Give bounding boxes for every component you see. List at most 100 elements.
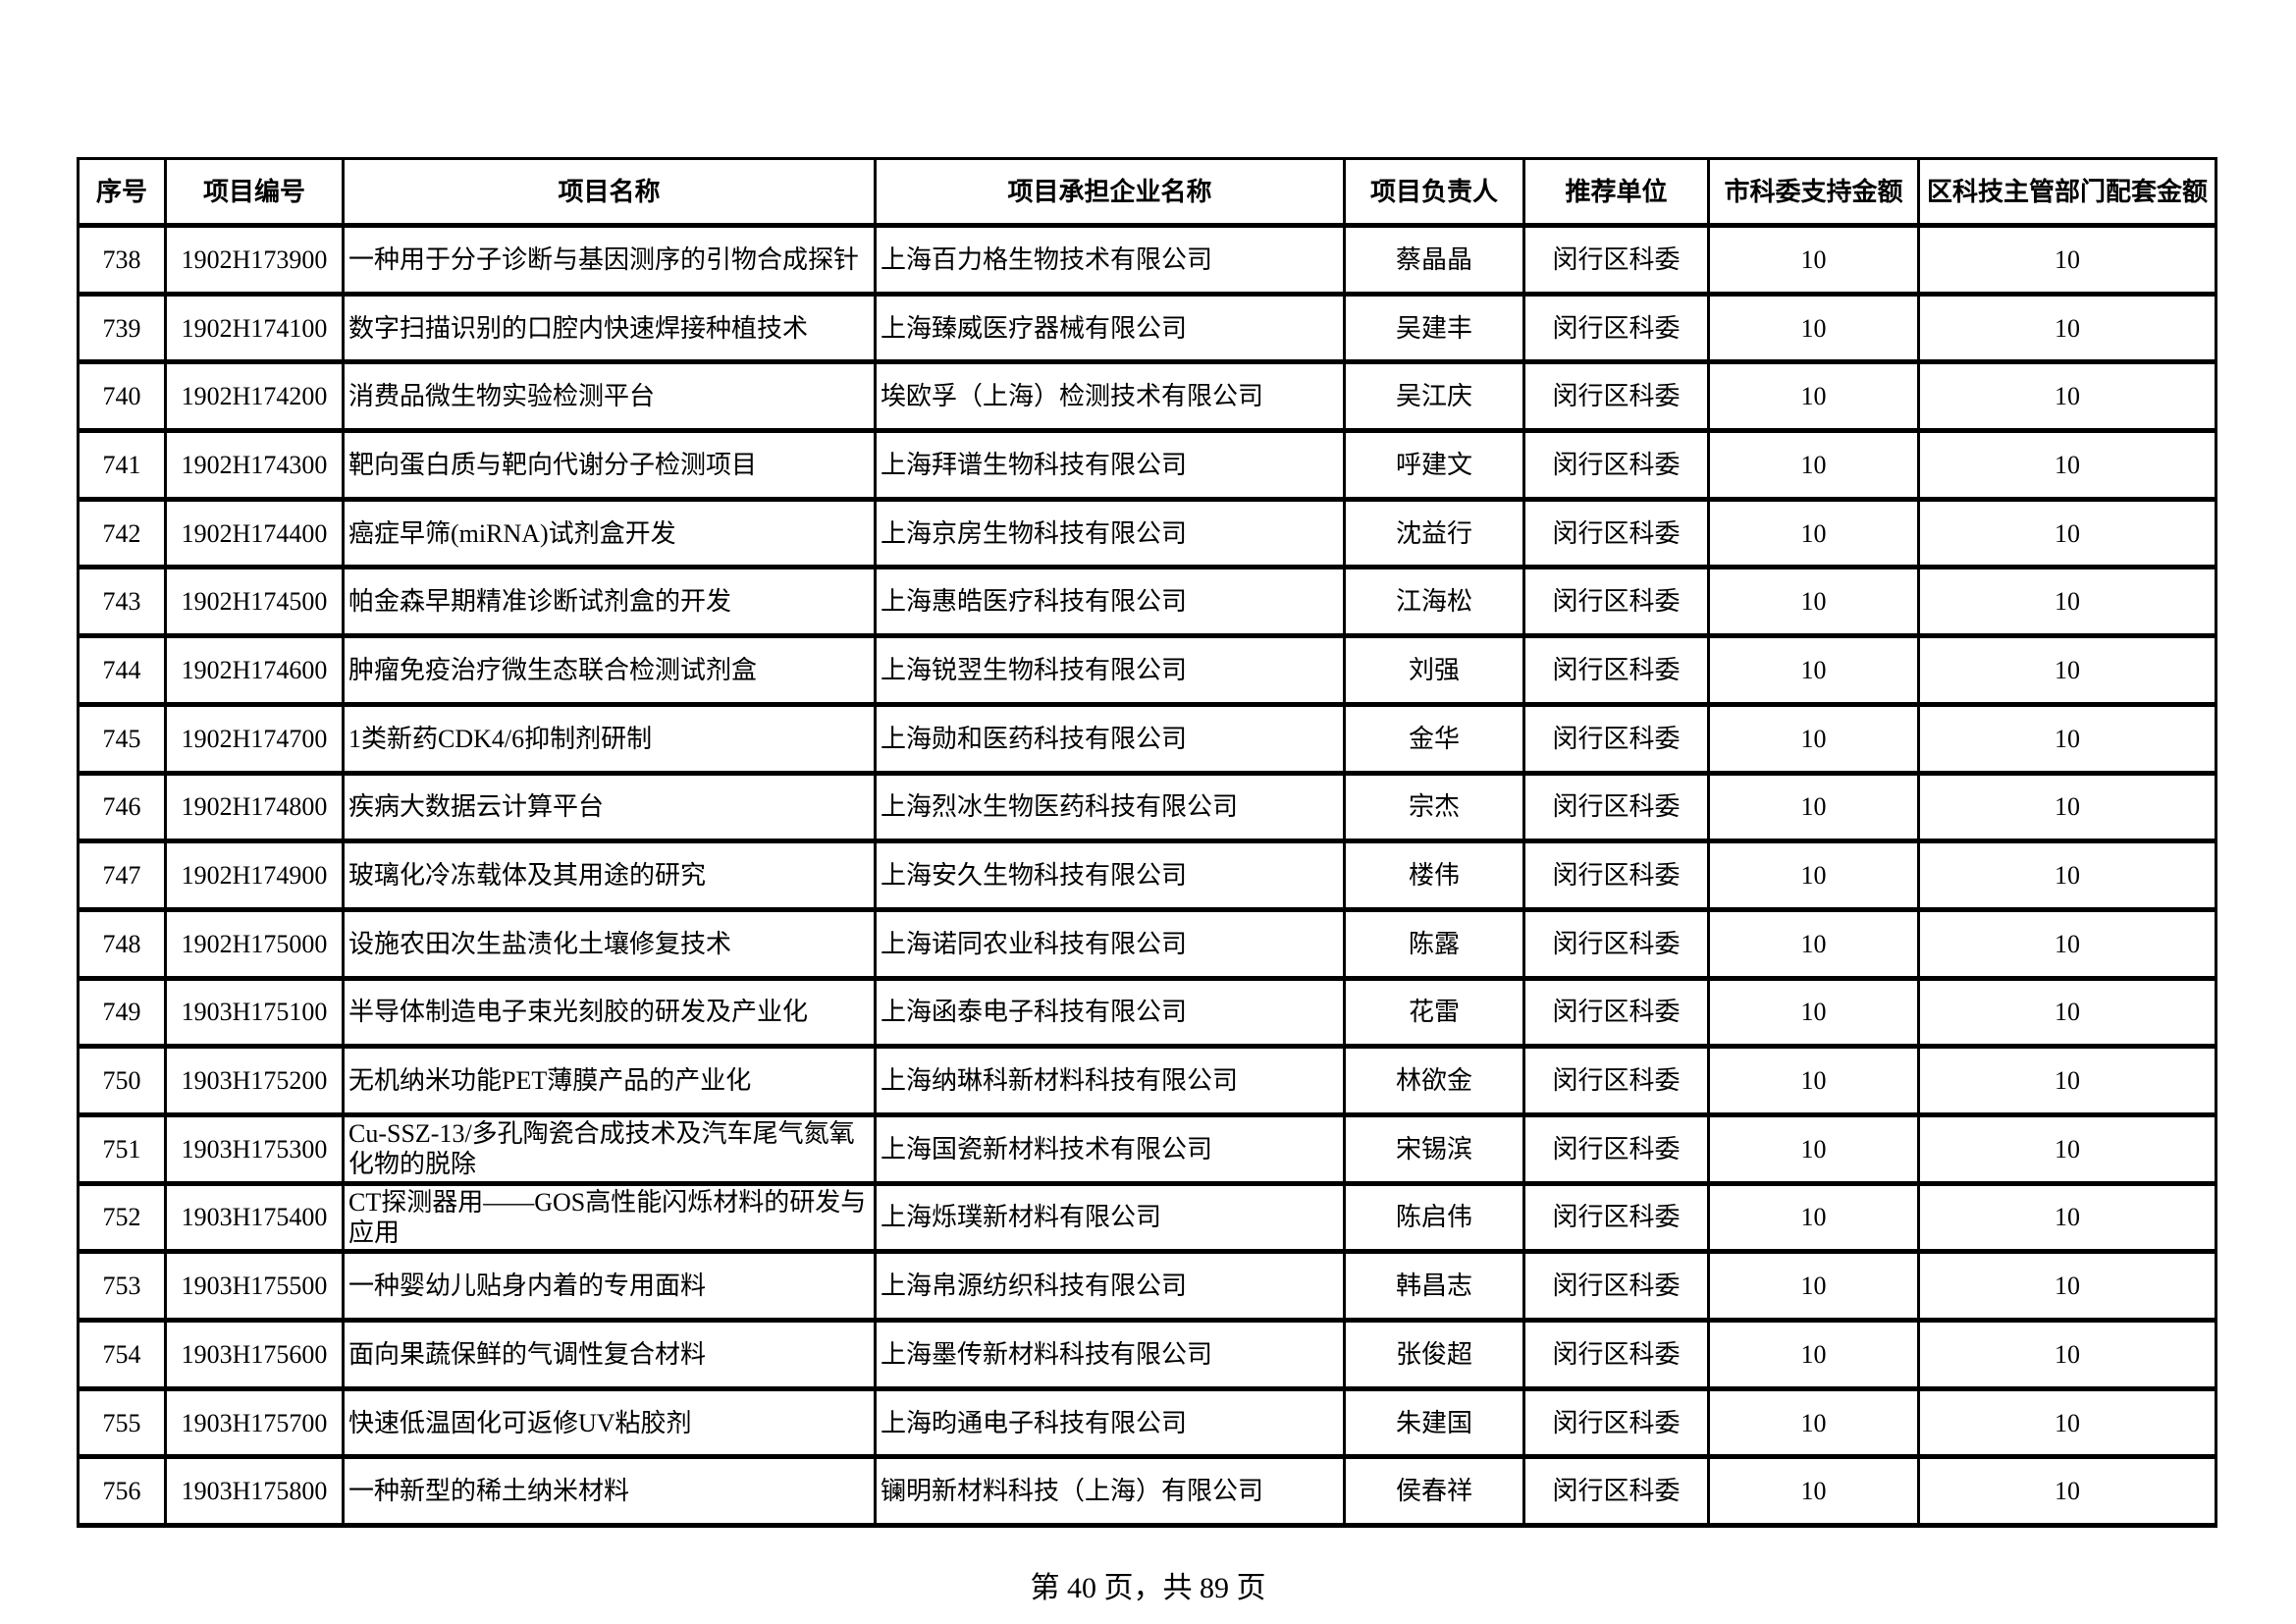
table-row: 740 1902H174200 消费品微生物实验检测平台 埃欧孚（上海）检测技术有限公… (77, 360, 2217, 433)
cell-project-leader: 宗杰 (1343, 771, 1525, 843)
cell-city-funding: 10 (1707, 907, 1920, 980)
header-district-funding: 区科技主管部门配套金额 (1917, 157, 2217, 227)
cell-city-funding: 10 (1707, 497, 1920, 569)
cell-project-leader: 宋锡滨 (1343, 1112, 1525, 1185)
cell-project-leader: 江海松 (1343, 566, 1525, 638)
cell-project-name: 无机纳米功能PET薄膜产品的产业化 (342, 1045, 877, 1116)
cell-seq-number: 742 (77, 497, 167, 569)
cell-city-funding: 10 (1707, 1250, 1920, 1322)
cell-company-name: 上海墨传新材料科技有限公司 (874, 1319, 1346, 1390)
cell-city-funding: 10 (1707, 1386, 1920, 1459)
cell-company-name: 上海诺同农业科技有限公司 (874, 907, 1346, 980)
cell-city-funding: 10 (1707, 839, 1920, 911)
cell-project-name: 癌症早筛(miRNA)试剂盒开发 (342, 497, 877, 569)
cell-recommending-unit: 闵行区科委 (1522, 634, 1710, 706)
table-row: 748 1902H175000 设施农田次生盐渍化土壤修复技术 上海诺同农业科技有限公… (77, 907, 2217, 980)
cell-project-leader: 林欲金 (1343, 1045, 1525, 1116)
cell-project-leader: 陈启伟 (1343, 1181, 1525, 1254)
cell-district-funding: 10 (1917, 224, 2217, 296)
cell-company-name: 上海烁璞新材料有限公司 (874, 1181, 1346, 1254)
cell-project-code: 1903H175500 (164, 1250, 345, 1322)
cell-recommending-unit: 闵行区科委 (1522, 429, 1710, 501)
cell-district-funding: 10 (1917, 1045, 2217, 1116)
table-row: 739 1902H174100 数字扫描识别的口腔内快速焊接种植技术 上海臻威医疗器械… (77, 292, 2217, 364)
cell-recommending-unit: 闵行区科委 (1522, 1386, 1710, 1459)
cell-project-name: 半导体制造电子束光刻胶的研发及产业化 (342, 976, 877, 1049)
cell-seq-number: 749 (77, 976, 167, 1049)
cell-project-leader: 朱建国 (1343, 1386, 1525, 1459)
cell-project-name: 靶向蛋白质与靶向代谢分子检测项目 (342, 429, 877, 501)
cell-seq-number: 755 (77, 1386, 167, 1459)
cell-company-name: 上海勋和医药科技有限公司 (874, 702, 1346, 775)
header-recommending-unit: 推荐单位 (1522, 157, 1710, 227)
cell-seq-number: 741 (77, 429, 167, 501)
cell-project-name: 一种新型的稀土纳米材料 (342, 1455, 877, 1528)
table-row: 750 1903H175200 无机纳米功能PET薄膜产品的产业化 上海纳琳科新材料科… (77, 1045, 2217, 1116)
cell-city-funding: 10 (1707, 771, 1920, 843)
cell-project-code: 1903H175400 (164, 1181, 345, 1254)
cell-company-name: 上海烈冰生物医药科技有限公司 (874, 771, 1346, 843)
cell-seq-number: 750 (77, 1045, 167, 1116)
cell-recommending-unit: 闵行区科委 (1522, 771, 1710, 843)
cell-city-funding: 10 (1707, 1181, 1920, 1254)
table-row: 741 1902H174300 靶向蛋白质与靶向代谢分子检测项目 上海拜谱生物科技有限… (77, 429, 2217, 501)
cell-project-name: Cu-SSZ-13/多孔陶瓷合成技术及汽车尾气氮氧化物的脱除 (342, 1112, 877, 1185)
cell-recommending-unit: 闵行区科委 (1522, 1319, 1710, 1390)
cell-project-leader: 陈露 (1343, 907, 1525, 980)
page-number: 第 40 页，共 89 页 (1030, 1572, 1266, 1604)
cell-project-leader: 呼建文 (1343, 429, 1525, 501)
cell-recommending-unit: 闵行区科委 (1522, 976, 1710, 1049)
cell-city-funding: 10 (1707, 1455, 1920, 1528)
cell-company-name: 上海臻威医疗器械有限公司 (874, 292, 1346, 364)
cell-project-leader: 吴江庆 (1343, 360, 1525, 433)
cell-recommending-unit: 闵行区科委 (1522, 292, 1710, 364)
cell-company-name: 上海帛源纺织科技有限公司 (874, 1250, 1346, 1322)
cell-project-leader: 花雷 (1343, 976, 1525, 1049)
cell-seq-number: 745 (77, 702, 167, 775)
cell-project-name: 帕金森早期精准诊断试剂盒的开发 (342, 566, 877, 638)
cell-project-name: 一种婴幼儿贴身内着的专用面料 (342, 1250, 877, 1322)
cell-project-code: 1902H174400 (164, 497, 345, 569)
cell-seq-number: 753 (77, 1250, 167, 1322)
cell-project-code: 1903H175800 (164, 1455, 345, 1528)
cell-project-leader: 张俊超 (1343, 1319, 1525, 1390)
cell-project-name: 肿瘤免疫治疗微生态联合检测试剂盒 (342, 634, 877, 706)
cell-district-funding: 10 (1917, 702, 2217, 775)
cell-city-funding: 10 (1707, 292, 1920, 364)
project-table: 序号 项目编号 项目名称 项目承担企业名称 项目负责人 推荐单位 市科委支持金额 区科技主管部… (77, 157, 2217, 1528)
cell-district-funding: 10 (1917, 1181, 2217, 1254)
cell-project-code: 1903H175200 (164, 1045, 345, 1116)
cell-district-funding: 10 (1917, 1455, 2217, 1528)
table-row: 756 1903H175800 一种新型的稀土纳米材料 镧明新材料科技（上海）有限公司… (77, 1455, 2217, 1528)
cell-company-name: 上海拜谱生物科技有限公司 (874, 429, 1346, 501)
cell-project-leader: 韩昌志 (1343, 1250, 1525, 1322)
cell-city-funding: 10 (1707, 976, 1920, 1049)
cell-project-name: 快速低温固化可返修UV粘胶剂 (342, 1386, 877, 1459)
cell-company-name: 上海百力格生物技术有限公司 (874, 224, 1346, 296)
table-row: 747 1902H174900 玻璃化冷冻载体及其用途的研究 上海安久生物科技有限公司… (77, 839, 2217, 911)
cell-company-name: 上海惠皓医疗科技有限公司 (874, 566, 1346, 638)
cell-seq-number: 748 (77, 907, 167, 980)
cell-project-code: 1902H174800 (164, 771, 345, 843)
cell-city-funding: 10 (1707, 1319, 1920, 1390)
cell-district-funding: 10 (1917, 360, 2217, 433)
table-row: 743 1902H174500 帕金森早期精准诊断试剂盒的开发 上海惠皓医疗科技有限公… (77, 566, 2217, 638)
cell-project-code: 1903H175700 (164, 1386, 345, 1459)
header-city-funding: 市科委支持金额 (1707, 157, 1920, 227)
cell-seq-number: 756 (77, 1455, 167, 1528)
cell-seq-number: 754 (77, 1319, 167, 1390)
cell-project-name: 面向果蔬保鲜的气调性复合材料 (342, 1319, 877, 1390)
cell-project-name: 消费品微生物实验检测平台 (342, 360, 877, 433)
cell-district-funding: 10 (1917, 497, 2217, 569)
cell-district-funding: 10 (1917, 771, 2217, 843)
cell-company-name: 上海安久生物科技有限公司 (874, 839, 1346, 911)
cell-project-code: 1902H174900 (164, 839, 345, 911)
cell-recommending-unit: 闵行区科委 (1522, 839, 1710, 911)
cell-district-funding: 10 (1917, 429, 2217, 501)
cell-company-name: 镧明新材料科技（上海）有限公司 (874, 1455, 1346, 1528)
cell-project-code: 1902H173900 (164, 224, 345, 296)
cell-project-code: 1903H175100 (164, 976, 345, 1049)
cell-city-funding: 10 (1707, 360, 1920, 433)
header-seq-number: 序号 (77, 157, 167, 227)
cell-recommending-unit: 闵行区科委 (1522, 1181, 1710, 1254)
